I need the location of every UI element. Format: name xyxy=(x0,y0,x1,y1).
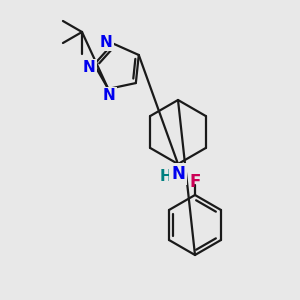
Text: F: F xyxy=(189,173,201,191)
Text: HN: HN xyxy=(160,169,185,184)
Text: N: N xyxy=(171,165,185,183)
Text: N: N xyxy=(83,60,95,75)
Text: N: N xyxy=(103,88,116,104)
Text: N: N xyxy=(100,35,112,50)
